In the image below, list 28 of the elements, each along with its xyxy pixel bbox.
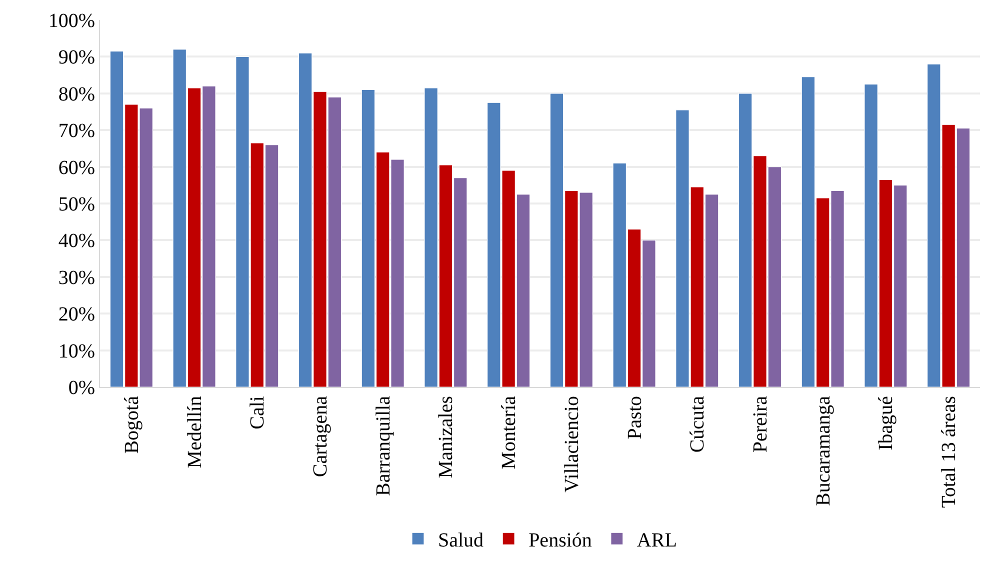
x-tick-label: Cali — [246, 396, 269, 430]
y-tick-label: 30% — [58, 266, 95, 289]
y-tick-label: 60% — [58, 156, 95, 179]
y-tick-label: 0% — [68, 377, 95, 399]
y-tick-label: 100% — [48, 10, 95, 32]
x-tick-label: Total 13 áreas — [938, 396, 960, 508]
x-tick-label: Manizales — [435, 396, 458, 478]
legend-label: ARL — [636, 529, 677, 552]
x-tick-label: Medellín — [184, 396, 206, 468]
y-tick-label: 40% — [58, 230, 95, 252]
y-tick-label: 20% — [58, 304, 95, 326]
y-tick-label: 50% — [58, 194, 95, 216]
x-tick-label: Bogotá — [120, 396, 143, 454]
y-tick-label: 70% — [58, 120, 95, 142]
legend-label: Pensión — [528, 529, 592, 552]
x-tick-label: Pasto — [624, 396, 646, 440]
x-tick-label: Montería — [498, 396, 520, 470]
legend-label: Salud — [438, 529, 484, 552]
y-tick-label: 90% — [58, 46, 95, 69]
y-tick-label: 80% — [58, 83, 95, 106]
x-tick-label: Barranquilla — [372, 396, 394, 496]
x-tick-label: Villaciencio — [560, 396, 583, 493]
x-tick-label: Ibagué — [875, 396, 898, 450]
x-tick-label: Bucaramanga — [812, 396, 834, 506]
x-tick-label: Cartagena — [310, 396, 332, 478]
y-tick-label: 10% — [58, 340, 95, 362]
x-tick-label: Pereira — [750, 396, 772, 453]
x-tick-label: Cúcuta — [686, 396, 709, 453]
